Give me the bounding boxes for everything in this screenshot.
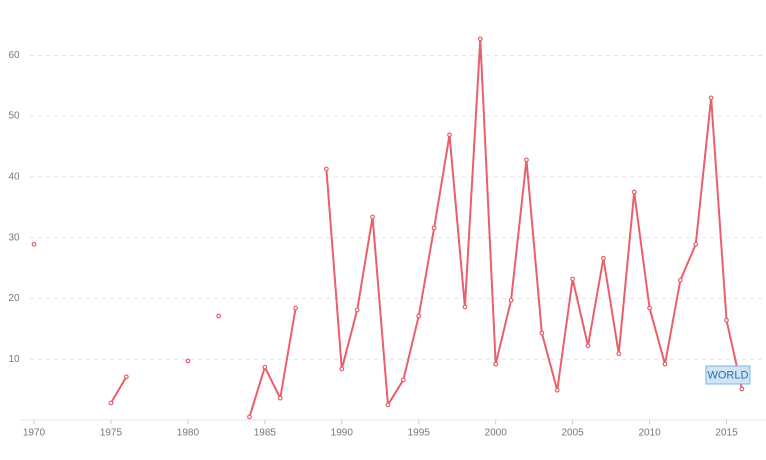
point [324, 166, 329, 172]
series-label: WORLD [705, 365, 751, 385]
point [508, 297, 514, 303]
point [185, 358, 191, 364]
x-tick-label: 1970 [23, 428, 46, 439]
x-tick-label: 1980 [177, 428, 200, 439]
x-tick-label: 1990 [331, 428, 354, 439]
point [400, 377, 406, 383]
point [354, 307, 360, 313]
x-tick-label: 2005 [562, 428, 585, 439]
y-tick-label: 40 [8, 172, 20, 183]
point [647, 305, 652, 311]
point [570, 276, 576, 282]
point [462, 304, 468, 310]
point [616, 351, 622, 357]
x-tick-label: 1995 [408, 428, 431, 439]
point [293, 305, 299, 311]
point [724, 317, 729, 323]
point [662, 361, 668, 367]
point [385, 402, 391, 408]
x-tick-label: 2010 [638, 428, 661, 439]
point [524, 157, 529, 163]
y-tick-label: 10 [8, 354, 20, 365]
y-tick-label: 60 [8, 50, 20, 61]
point [585, 343, 591, 349]
point [677, 277, 683, 283]
point [339, 366, 345, 372]
y-tick-label: 30 [8, 232, 20, 243]
point [431, 225, 437, 231]
x-tick-label: 1975 [100, 428, 123, 439]
point [693, 241, 699, 247]
point [708, 95, 714, 101]
point [277, 395, 283, 401]
point [370, 214, 375, 220]
point [31, 241, 37, 247]
series-label-box [705, 365, 751, 385]
series-label-text: WORLD [707, 369, 748, 381]
x-tick-label: 2015 [715, 428, 738, 439]
point [539, 330, 545, 336]
point [493, 361, 499, 367]
point [416, 313, 422, 319]
y-tick-label: 50 [8, 111, 20, 122]
point [739, 386, 745, 392]
x-tick-label: 2000 [485, 428, 508, 439]
point [631, 189, 637, 195]
point [123, 374, 129, 380]
point [262, 364, 268, 370]
point [477, 36, 483, 42]
point [554, 387, 560, 393]
point [447, 132, 452, 138]
point [216, 313, 222, 319]
point [601, 255, 606, 261]
series-line [110, 37, 743, 418]
point [108, 400, 114, 406]
point [247, 414, 252, 420]
y-tick-label: 20 [8, 293, 20, 304]
x-tick-label: 1985 [254, 428, 277, 439]
